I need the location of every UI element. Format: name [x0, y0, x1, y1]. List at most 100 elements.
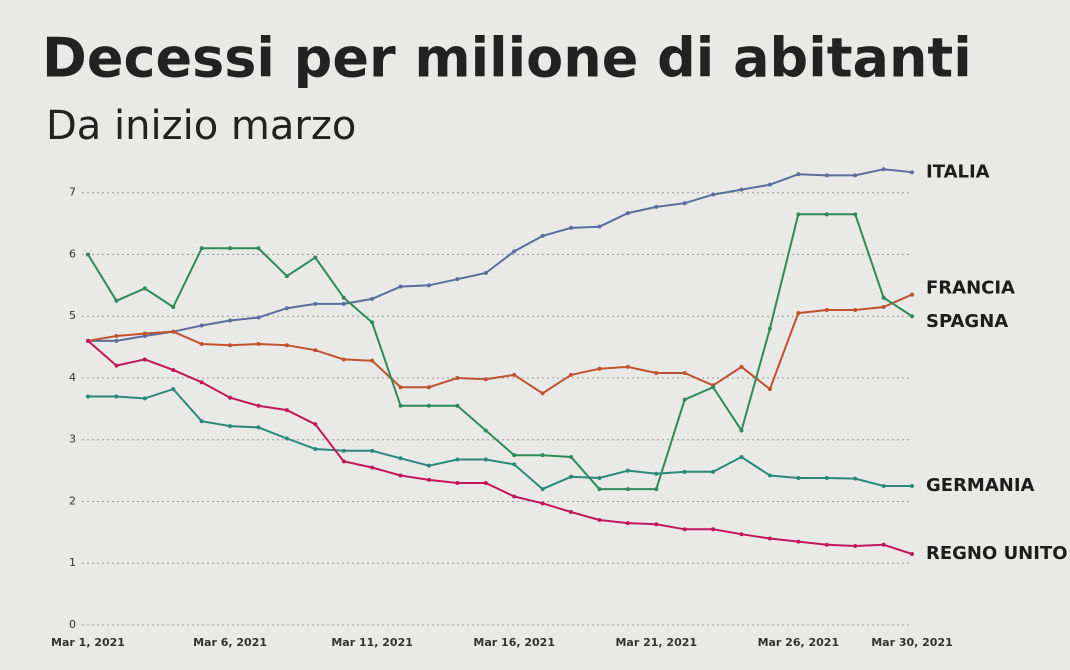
y-tick-label: 3 [69, 433, 76, 446]
point [86, 394, 90, 399]
point [739, 532, 744, 537]
point [228, 395, 233, 400]
point [682, 469, 687, 474]
point [171, 329, 176, 334]
point [142, 357, 147, 362]
point [455, 403, 460, 408]
point [540, 391, 545, 396]
point [682, 397, 687, 402]
point [284, 436, 289, 441]
point [426, 385, 431, 390]
y-tick-label: 6 [69, 247, 76, 260]
point [398, 403, 403, 408]
point [86, 338, 90, 343]
series-label: REGNO UNITO [926, 543, 1068, 564]
point [711, 385, 716, 390]
point [569, 455, 574, 460]
point [114, 333, 119, 338]
series-label: FRANCIA [926, 278, 1015, 299]
point [597, 366, 602, 371]
point [711, 192, 716, 197]
point [767, 473, 772, 478]
point [398, 385, 403, 390]
point [654, 487, 659, 492]
x-tick-label: Mar 30, 2021 [871, 636, 953, 649]
point [767, 536, 772, 541]
point [654, 371, 659, 376]
point [881, 167, 886, 172]
point [370, 320, 375, 325]
point [142, 396, 147, 401]
point [114, 394, 119, 399]
point [739, 455, 744, 460]
point [625, 487, 630, 492]
point [597, 476, 602, 481]
point [483, 270, 488, 275]
point [199, 342, 204, 347]
point [228, 246, 233, 251]
point [199, 419, 204, 424]
point [853, 173, 858, 178]
x-tick-label: Mar 16, 2021 [473, 636, 555, 649]
point [796, 311, 801, 316]
point [540, 453, 545, 458]
point [228, 343, 233, 348]
point [910, 484, 914, 489]
point [654, 471, 659, 476]
point [142, 331, 147, 336]
point [114, 298, 119, 303]
x-tick-label: Mar 11, 2021 [331, 636, 413, 649]
point [767, 326, 772, 331]
point [114, 363, 119, 368]
point [625, 521, 630, 526]
point [426, 403, 431, 408]
point [398, 284, 403, 289]
point [739, 428, 744, 433]
point [540, 233, 545, 238]
point [654, 204, 659, 209]
series-line [88, 168, 913, 342]
point [512, 494, 517, 499]
point [426, 477, 431, 482]
x-tick-label: Mar 1, 2021 [51, 636, 125, 649]
y-tick-label: 1 [69, 556, 76, 569]
point [597, 518, 602, 523]
point [853, 476, 858, 481]
point [398, 473, 403, 478]
point [256, 425, 261, 430]
point [910, 170, 914, 175]
point [796, 212, 801, 217]
y-tick-label: 7 [69, 186, 76, 199]
point [426, 463, 431, 468]
series-line [87, 340, 913, 555]
point [256, 342, 261, 347]
point [370, 465, 375, 470]
point [284, 343, 289, 348]
series-line [88, 387, 912, 491]
point [739, 187, 744, 192]
point [171, 304, 176, 309]
point [824, 476, 829, 481]
point [313, 422, 318, 427]
series-label: GERMANIA [926, 475, 1035, 496]
y-tick-label: 5 [69, 309, 76, 322]
point [796, 476, 801, 481]
series-label: ITALIA [926, 161, 990, 182]
point [682, 371, 687, 376]
point [284, 408, 289, 413]
point [569, 474, 574, 479]
point [853, 212, 858, 217]
point [398, 456, 403, 461]
point [625, 364, 630, 369]
point [739, 364, 744, 369]
point [682, 527, 687, 532]
series-label: SPAGNA [926, 311, 1008, 332]
point [341, 459, 346, 464]
point [483, 377, 488, 382]
point [256, 246, 261, 251]
point [796, 172, 801, 177]
point [824, 212, 829, 217]
point [483, 480, 488, 485]
point [199, 380, 204, 385]
point [483, 428, 488, 433]
